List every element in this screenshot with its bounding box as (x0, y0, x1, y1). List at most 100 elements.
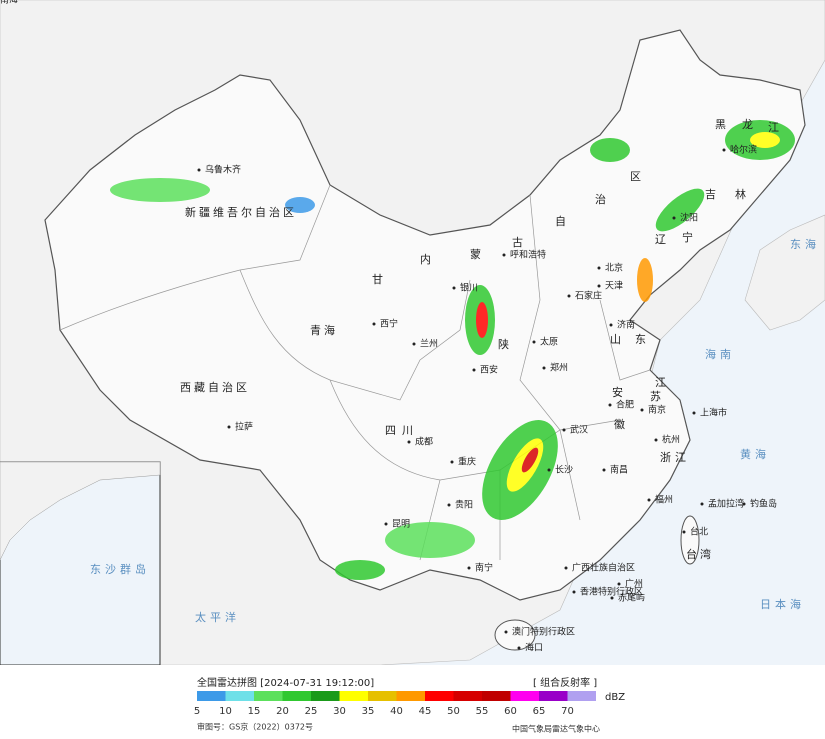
city-dot (542, 366, 546, 370)
province-label: 辽 (655, 233, 669, 246)
province-label: 林 (735, 187, 749, 201)
city-label: 赤尾屿 (618, 593, 645, 604)
province-label: 江 (768, 121, 782, 134)
province-label: 自 (555, 215, 569, 228)
city-label: 西安 (480, 364, 498, 376)
city-dot (602, 468, 606, 472)
city-label: 南海 (0, 0, 18, 6)
legend-swatch (396, 691, 425, 701)
city-dot (412, 342, 416, 346)
city-label: 福州 (655, 494, 673, 506)
legend-label: 55 (476, 706, 489, 717)
city-dot (654, 438, 658, 442)
province-label: 内 (420, 252, 434, 266)
legend-unit: dBZ (605, 692, 625, 703)
legend-swatch (368, 691, 397, 701)
legend-swatch (282, 691, 311, 701)
city-label: 沈阳 (680, 212, 698, 224)
province-label: 青海 (310, 323, 338, 337)
publisher: 中国气象局雷达气象中心 (512, 724, 600, 734)
city-dot (532, 340, 536, 344)
city-label: 兰州 (420, 338, 438, 350)
footer-panel (0, 665, 825, 739)
city-label: 上海市 (700, 407, 727, 419)
title: 全国雷达拼图 [2024-07-31 19:12:00] (197, 676, 374, 689)
city-dot (682, 530, 686, 534)
city-dot (227, 425, 231, 429)
province-label: 黑 (715, 118, 729, 131)
city-label: 澳门特别行政区 (512, 626, 575, 638)
city-dot (640, 408, 644, 412)
city-dot (467, 566, 471, 570)
city-dot (647, 498, 651, 502)
legend-label: 20 (276, 706, 289, 717)
legend-swatch (197, 691, 226, 701)
legend-label: 70 (561, 706, 574, 717)
legend-swatch (510, 691, 539, 701)
city-dot (564, 566, 568, 570)
city-label: 武汉 (570, 424, 588, 436)
city-dot (197, 168, 201, 172)
legend-label: 25 (305, 706, 318, 717)
japan-korea (744, 214, 825, 331)
taiwan (680, 515, 700, 565)
province-label: 西藏自治区 (180, 380, 250, 394)
legend-label: 15 (248, 706, 261, 717)
province-label: 四 (385, 424, 399, 437)
city-label: 成都 (415, 436, 433, 448)
city-dot (567, 294, 571, 298)
province-label: 治 (595, 192, 609, 206)
province-label: 安 (612, 385, 626, 399)
province-label: 吉 (705, 188, 719, 201)
city-dot (692, 411, 696, 415)
city-dot (700, 502, 704, 506)
city-dot (452, 286, 456, 290)
hainan (494, 619, 536, 651)
city-label: 昆明 (392, 519, 410, 530)
legend-swatch (425, 691, 454, 701)
legend-swatch (225, 691, 254, 701)
sea-label: 黄海 (740, 447, 770, 461)
city-dot (562, 428, 566, 432)
legend-label: 50 (447, 706, 460, 717)
city-dot (722, 148, 726, 152)
city-label: 南京 (648, 404, 666, 416)
sea-label: 太平洋 (195, 610, 240, 624)
legend-swatch (539, 691, 568, 701)
province-label: 山 (610, 333, 624, 346)
city-dot (672, 216, 676, 220)
city-label: 太原 (540, 336, 558, 348)
city-dot (572, 590, 576, 594)
legend-label: 5 (194, 706, 200, 717)
sea-label: 海南 (705, 347, 735, 361)
city-label: 济南 (617, 319, 635, 331)
city-label: 西宁 (380, 318, 398, 330)
city-label: 贵阳 (455, 499, 473, 511)
city-label: 孟加拉湾 (708, 498, 744, 510)
province-label: 蒙 (470, 248, 484, 261)
legend-swatch (339, 691, 368, 701)
city-label: 呼和浩特 (510, 249, 546, 261)
sea-label: 日本海 (760, 597, 805, 611)
province-label: 浙 (660, 451, 674, 464)
province-label: 陕 (498, 337, 512, 351)
legend-swatch (482, 691, 511, 701)
sea-label: 东海 (790, 237, 820, 251)
province-label: 川 (402, 424, 416, 437)
legend-label: 65 (533, 706, 546, 717)
city-label: 广州 (625, 578, 643, 590)
province-label: 古 (512, 236, 526, 249)
legend-label: 35 (362, 706, 375, 717)
legend-label: 40 (390, 706, 403, 717)
city-dot (372, 322, 376, 326)
city-label: 长沙 (555, 464, 573, 476)
province-label: 东 (635, 333, 649, 346)
city-dot (617, 582, 621, 586)
legend-label: 10 (219, 706, 232, 717)
city-label: 合肥 (616, 399, 634, 411)
city-dot (407, 440, 411, 444)
province-label: 徽 (614, 417, 628, 431)
city-label: 银川 (460, 282, 478, 294)
